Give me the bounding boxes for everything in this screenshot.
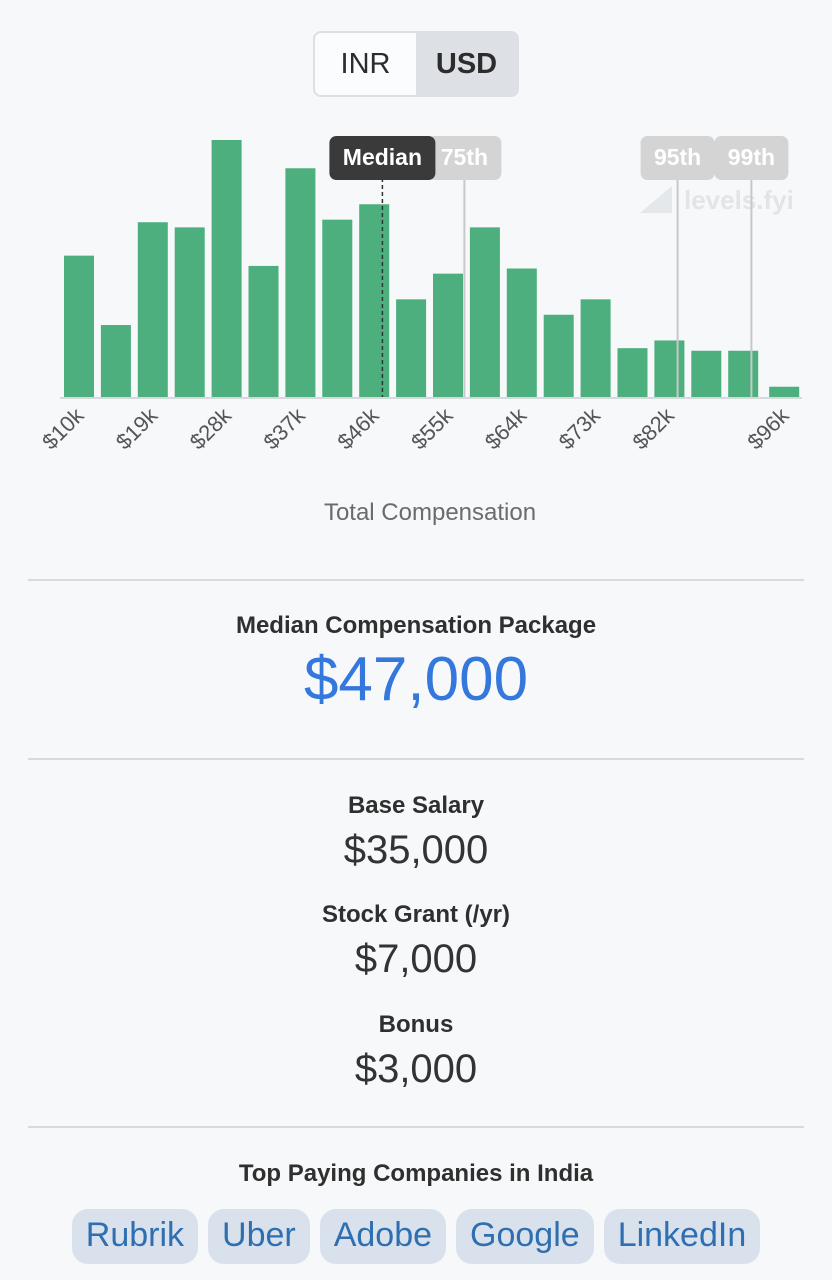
- histogram-bar: [617, 348, 648, 397]
- currency-option-inr[interactable]: INR: [315, 33, 416, 95]
- histogram-bar: [322, 219, 353, 397]
- top-companies-section: Top Paying Companies in India: [0, 1160, 832, 1188]
- histogram-bar: [248, 265, 279, 397]
- histogram-bar: [580, 299, 611, 397]
- histogram-bar: [769, 386, 800, 397]
- base-salary-label: Base Salary: [347, 792, 485, 819]
- breakdown-base-salary: Base Salary $35,000: [0, 792, 832, 873]
- bonus-label: Bonus: [378, 1011, 454, 1038]
- percentile-badge: [329, 136, 436, 180]
- company-chip[interactable]: Rubrik: [71, 1209, 199, 1264]
- percentile-label: Median: [343, 144, 422, 170]
- top-companies-title: Top Paying Companies in India: [238, 1160, 594, 1187]
- histogram-bar: [137, 222, 168, 397]
- company-chip[interactable]: LinkedIn: [603, 1209, 761, 1264]
- histogram-bar: [433, 273, 463, 397]
- x-tick-label: $46k: [332, 402, 384, 454]
- histogram-bar: [211, 140, 242, 397]
- percentile-badge: [427, 136, 502, 180]
- x-tick-label: $96k: [742, 402, 794, 454]
- compensation-histogram: levels.fyi 75th 95th 99th Median $10k $19k $28k…: [37, 136, 802, 526]
- histogram-bar: [691, 350, 722, 397]
- histogram-bar: [543, 314, 574, 397]
- stock-grant-value: $7,000: [354, 937, 478, 981]
- histogram-bar: [285, 168, 316, 397]
- currency-toggle: INR USD: [313, 31, 519, 97]
- histogram-bar: [506, 268, 537, 397]
- histogram-bar: [396, 299, 427, 397]
- percentile-label: 75th: [441, 144, 488, 170]
- x-tick-label: $55k: [406, 402, 458, 454]
- x-tick-label: $19k: [111, 402, 163, 454]
- x-tick-label: $10k: [37, 402, 89, 454]
- divider: [28, 579, 804, 581]
- median-package-value: $47,000: [303, 645, 529, 714]
- company-chip[interactable]: Google: [456, 1209, 594, 1264]
- x-tick-label: $64k: [480, 402, 532, 454]
- currency-option-usd[interactable]: USD: [416, 33, 517, 95]
- breakdown-stock-grant: Stock Grant (/yr) $7,000: [0, 901, 832, 982]
- x-tick-label: $82k: [628, 402, 680, 454]
- bonus-value: $3,000: [354, 1047, 478, 1091]
- x-axis-title: Total Compensation: [324, 499, 536, 526]
- stock-grant-label: Stock Grant (/yr): [321, 901, 511, 928]
- median-package-label: Median Compensation Package: [235, 612, 597, 639]
- watermark-text: levels.fyi: [684, 185, 794, 215]
- histogram-bar: [359, 204, 390, 397]
- company-chip[interactable]: Uber: [208, 1209, 310, 1264]
- histogram-bar: [654, 340, 685, 397]
- percentile-label: 99th: [728, 144, 775, 170]
- percentile-badge: [714, 136, 789, 180]
- histogram-bar: [100, 325, 131, 397]
- percentile-badge: [640, 136, 715, 180]
- histogram-bar: [174, 227, 205, 397]
- divider: [28, 1126, 804, 1128]
- median-package-section: Median Compensation Package $47,000: [0, 612, 832, 715]
- x-tick-label: $28k: [185, 402, 237, 454]
- base-salary-value: $35,000: [343, 828, 489, 872]
- breakdown-bonus: Bonus $3,000: [0, 1011, 832, 1092]
- histogram-bar: [64, 255, 94, 397]
- company-chip[interactable]: Adobe: [319, 1209, 447, 1264]
- histogram-bar: [469, 227, 500, 397]
- percentile-label: 95th: [654, 144, 701, 170]
- divider: [28, 758, 804, 760]
- x-tick-label: $37k: [259, 402, 311, 454]
- watermark-logo-icon: [640, 186, 672, 213]
- histogram-bar: [728, 350, 759, 397]
- top-companies-list: Rubrik Uber Adobe Google LinkedIn: [0, 1209, 832, 1264]
- x-tick-label: $73k: [554, 402, 606, 454]
